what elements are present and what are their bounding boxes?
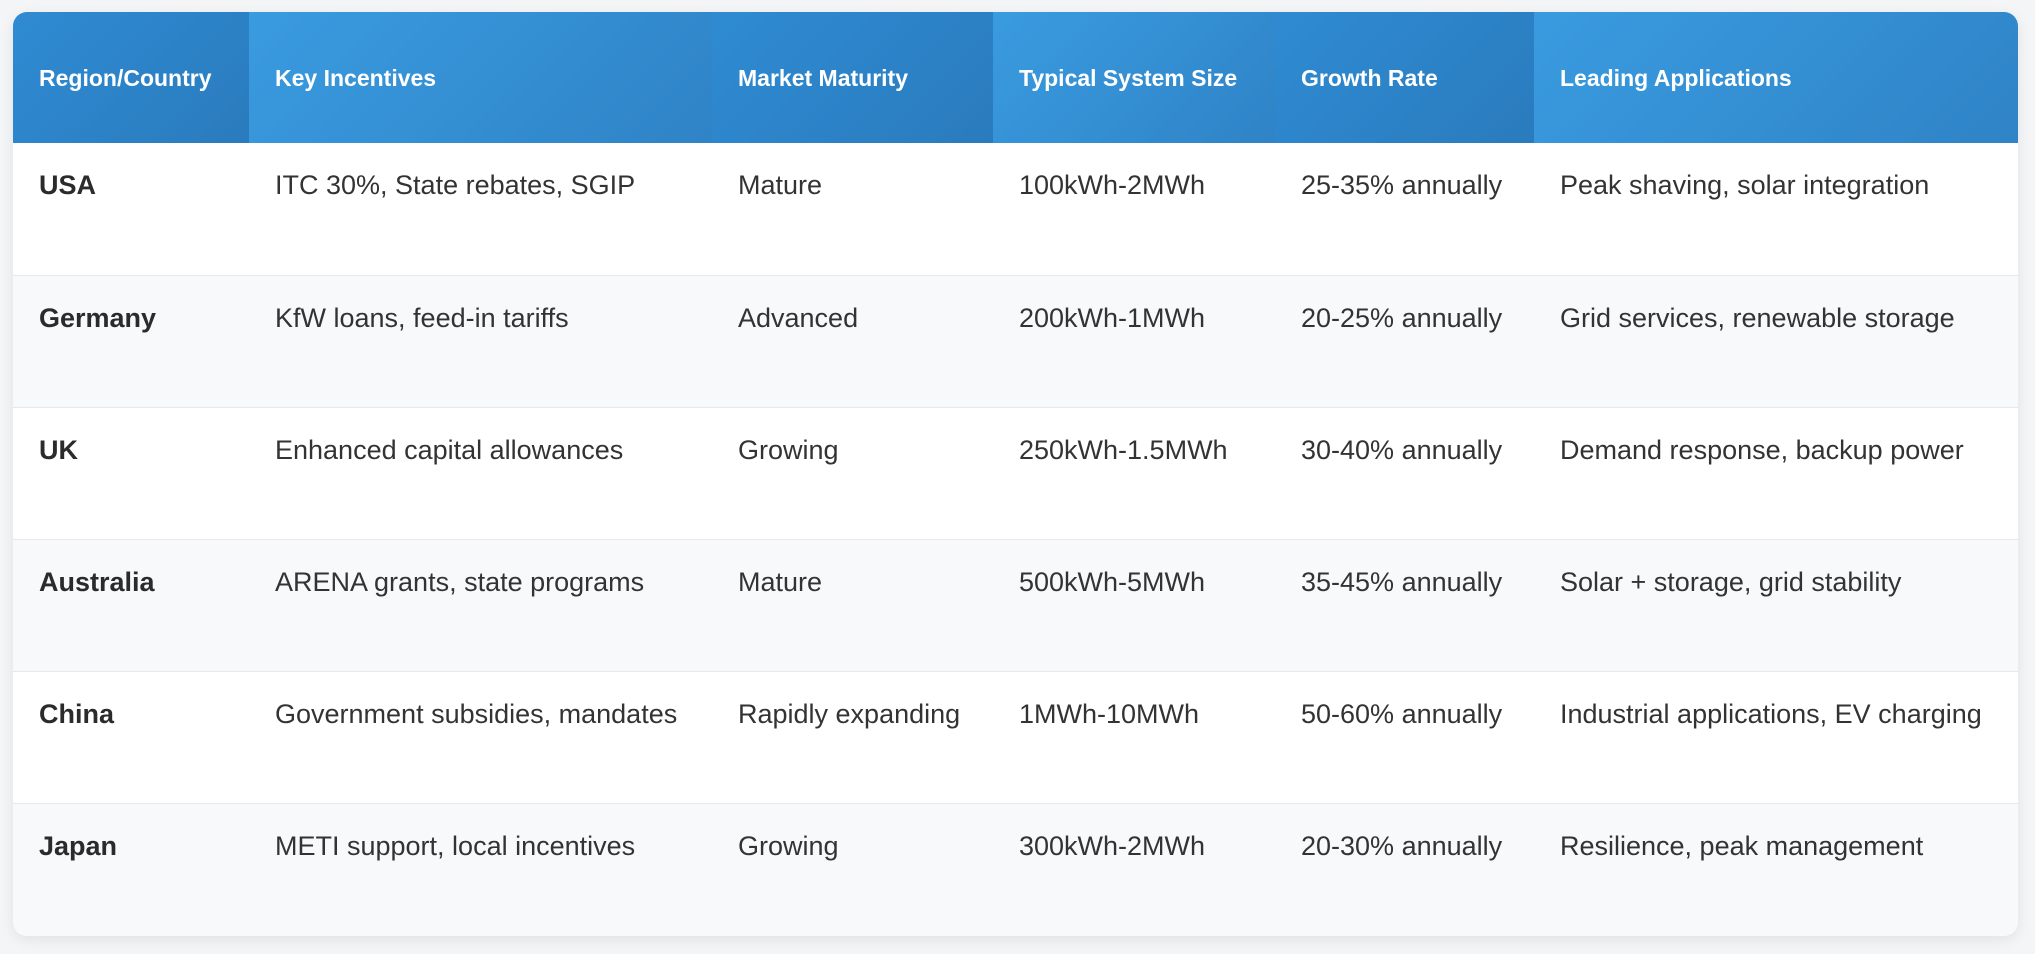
cell-growth-rate: 35-45% annually	[1301, 566, 1503, 597]
cell-maturity: Rapidly expanding	[738, 698, 961, 729]
table-row: China Government subsidies, mandates Rap…	[13, 671, 2018, 803]
cell-system-size: 250kWh-1.5MWh	[1019, 434, 1228, 465]
header-market-maturity: Market Maturity	[712, 12, 993, 143]
cell-system-size: 100kWh-2MWh	[1019, 170, 1206, 200]
header-system-size: Typical System Size	[993, 12, 1275, 143]
cell-incentives: METI support, local incentives	[275, 830, 636, 861]
cell-incentives: Enhanced capital allowances	[275, 434, 624, 465]
cell-maturity: Mature	[738, 566, 823, 597]
cell-maturity: Growing	[738, 830, 839, 861]
cell-applications: Industrial applications, EV charging	[1560, 698, 1982, 729]
cell-maturity: Mature	[738, 170, 823, 200]
cell-region: Australia	[39, 566, 155, 597]
table-row: UK Enhanced capital allowances Growing 2…	[13, 407, 2018, 539]
cell-applications: Resilience, peak management	[1560, 830, 1924, 861]
cell-region: UK	[39, 434, 78, 465]
cell-applications: Grid services, renewable storage	[1560, 302, 1955, 333]
cell-incentives: KfW loans, feed-in tariffs	[275, 302, 569, 333]
cell-maturity: Advanced	[738, 302, 859, 333]
header-row: Region/Country Key Incentives Market Mat…	[13, 12, 2018, 143]
cell-region: USA	[39, 170, 97, 200]
table-body: USA ITC 30%, State rebates, SGIP Mature …	[13, 143, 2018, 936]
header-growth-rate: Growth Rate	[1275, 12, 1534, 143]
cell-incentives: Government subsidies, mandates	[275, 698, 678, 729]
cell-system-size: 500kWh-5MWh	[1019, 566, 1206, 597]
cell-growth-rate: 50-60% annually	[1301, 698, 1503, 729]
cell-growth-rate: 30-40% annually	[1301, 434, 1503, 465]
cell-system-size: 1MWh-10MWh	[1019, 698, 1200, 729]
cell-growth-rate: 25-35% annually	[1301, 170, 1503, 200]
table-row: Australia ARENA grants, state programs M…	[13, 539, 2018, 671]
header-leading-applications: Leading Applications	[1534, 12, 2018, 143]
cell-incentives: ITC 30%, State rebates, SGIP	[275, 170, 636, 200]
cell-system-size: 200kWh-1MWh	[1019, 302, 1206, 333]
cell-applications: Demand response, backup power	[1560, 434, 1964, 465]
table-row: Germany KfW loans, feed-in tariffs Advan…	[13, 275, 2018, 407]
incentives-table-card: Region/Country Key Incentives Market Mat…	[13, 12, 2018, 936]
cell-region: China	[39, 698, 115, 729]
header-region: Region/Country	[13, 12, 249, 143]
cell-growth-rate: 20-30% annually	[1301, 830, 1503, 861]
incentives-table: Region/Country Key Incentives Market Mat…	[13, 12, 2018, 936]
cell-incentives: ARENA grants, state programs	[275, 566, 645, 597]
table-row: Japan METI support, local incentives Gro…	[13, 803, 2018, 936]
cell-region: Japan	[39, 830, 118, 861]
cell-applications: Peak shaving, solar integration	[1560, 170, 1930, 200]
table-row: USA ITC 30%, State rebates, SGIP Mature …	[13, 143, 2018, 275]
table-header: Region/Country Key Incentives Market Mat…	[13, 12, 2018, 143]
cell-applications: Solar + storage, grid stability	[1560, 566, 1902, 597]
cell-region: Germany	[39, 302, 157, 333]
header-key-incentives: Key Incentives	[249, 12, 712, 143]
cell-maturity: Growing	[738, 434, 839, 465]
cell-growth-rate: 20-25% annually	[1301, 302, 1503, 333]
cell-system-size: 300kWh-2MWh	[1019, 830, 1206, 861]
